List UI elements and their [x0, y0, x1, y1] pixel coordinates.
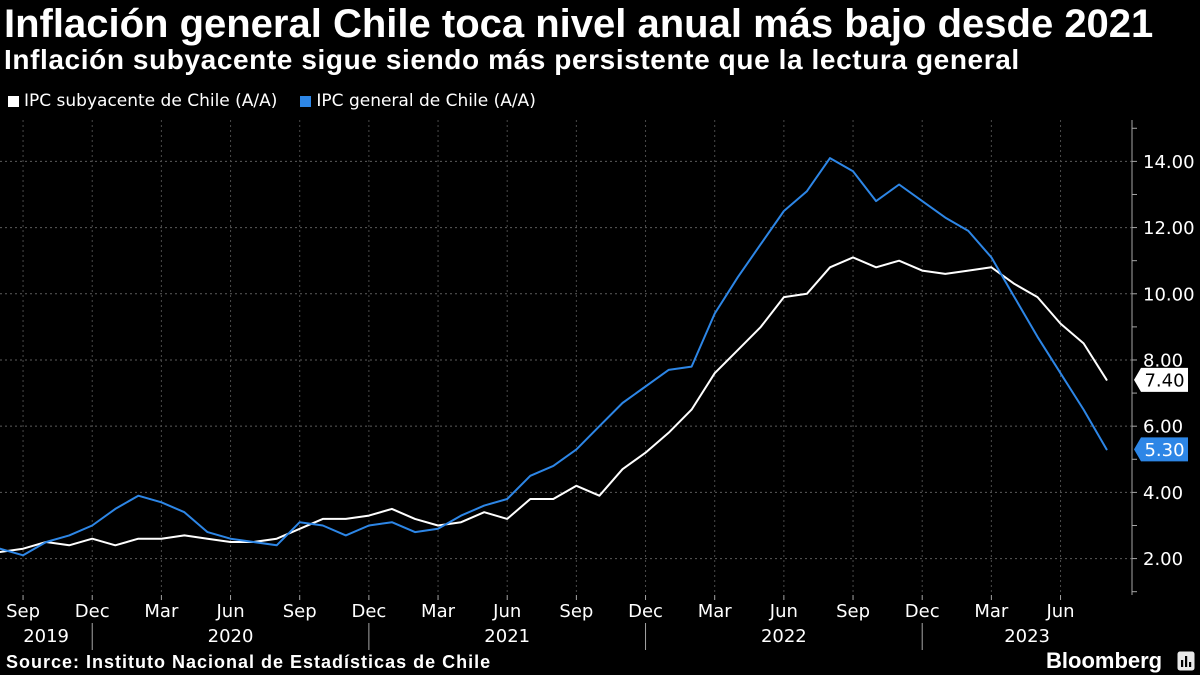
x-tick-label: Jun — [1045, 601, 1074, 622]
legend-item-core-cpi: IPC subyacente de Chile (A/A) — [8, 91, 277, 111]
y-tick-label: 6.00 — [1143, 417, 1183, 438]
x-tick-label: Sep — [6, 601, 40, 622]
end-label-headline-cpi: 5.30 — [1134, 437, 1188, 462]
x-tick-label: Jun — [215, 601, 244, 622]
x-tick-label: Dec — [351, 601, 386, 622]
gridlines — [0, 120, 1132, 595]
end-value-labels: 7.40 5.30 — [1134, 367, 1188, 462]
bloomberg-logo-icon — [1177, 651, 1195, 671]
y-tick-label: 2.00 — [1143, 549, 1183, 570]
chart-subtitle: Inflación subyacente sigue siendo más pe… — [4, 44, 1020, 75]
x-tick-label: Dec — [628, 601, 663, 622]
end-label-flag — [1134, 367, 1188, 392]
legend-label-headline-cpi: IPC general de Chile (A/A) — [316, 91, 536, 111]
year-label: 2019 — [23, 626, 69, 647]
y-tick-label: 10.00 — [1143, 284, 1195, 305]
series-lines — [0, 157, 1108, 557]
end-label-value: 7.40 — [1144, 370, 1184, 391]
y-tick-label: 4.00 — [1143, 483, 1183, 504]
series-line-core-cpi — [0, 256, 1108, 553]
x-tick-label: Jun — [769, 601, 798, 622]
year-label: 2021 — [484, 626, 530, 647]
x-tick-label: Dec — [905, 601, 940, 622]
year-label: 2020 — [208, 626, 254, 647]
x-tick-label: Mar — [144, 601, 179, 622]
legend-item-headline-cpi: IPC general de Chile (A/A) — [300, 91, 536, 111]
x-tick-label: Sep — [283, 601, 317, 622]
series-line-headline-cpi — [0, 157, 1108, 557]
x-tick-label: Sep — [836, 601, 870, 622]
end-label-core-cpi: 7.40 — [1134, 367, 1188, 392]
x-tick-label: Sep — [559, 601, 593, 622]
year-label: 2023 — [1004, 626, 1050, 647]
x-tick-label: Mar — [421, 601, 456, 622]
year-label: 2022 — [761, 626, 807, 647]
end-label-value: 5.30 — [1144, 440, 1184, 461]
legend-swatch-headline-cpi — [300, 95, 312, 107]
x-tick-label: Mar — [698, 601, 733, 622]
y-tick-label: 12.00 — [1143, 218, 1195, 239]
x-tick-label: Jun — [492, 601, 521, 622]
legend-label-core-cpi: IPC subyacente de Chile (A/A) — [24, 91, 278, 111]
y-tick-label: 8.00 — [1143, 350, 1183, 371]
source-note: Source: Instituto Nacional de Estadístic… — [6, 652, 492, 672]
legend-swatch-core-cpi — [8, 95, 19, 107]
x-tick-label: Dec — [75, 601, 110, 622]
end-label-flag — [1134, 437, 1188, 462]
brand-wordmark: Bloomberg — [1046, 648, 1163, 673]
axes: 2.00 4.00 6.00 8.00 10.00 12.00 14.00 Sep Dec Mar… — [6, 120, 1195, 650]
chart-title: Inflación general Chile toca nivel anual… — [4, 2, 1154, 46]
x-tick-label: Mar — [974, 601, 1009, 622]
legend: IPC subyacente de Chile (A/A) IPC genera… — [8, 91, 559, 111]
y-tick-label: 14.00 — [1143, 152, 1195, 173]
